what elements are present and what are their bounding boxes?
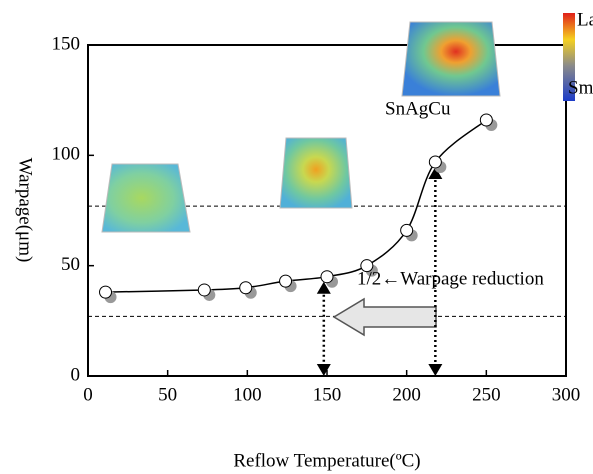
colorbar-low-label: Small (568, 77, 593, 98)
marker (321, 271, 333, 283)
x-tick-label: 100 (233, 384, 262, 405)
chart: 050100150200250300050100150 Large Small … (0, 0, 593, 474)
x-axis-label: Reflow Temperature(ºC) (233, 450, 420, 471)
heatmap-image (102, 164, 190, 232)
colorbar-high-label: Large (577, 9, 593, 30)
legend-label: SnAgCu (385, 98, 451, 119)
x-tick-label: 200 (392, 384, 421, 405)
heatmap-image (280, 138, 352, 208)
arrow-head (428, 364, 442, 376)
y-tick-label: 50 (61, 254, 80, 275)
x-tick-label: 50 (158, 384, 177, 405)
marker (401, 224, 413, 236)
arrow-head (317, 364, 331, 376)
marker (240, 282, 252, 294)
x-tick-label: 150 (313, 384, 342, 405)
marker (198, 284, 210, 296)
marker (429, 156, 441, 168)
y-tick-label: 100 (52, 144, 81, 165)
marker (480, 114, 492, 126)
reduction-arrow (334, 299, 436, 335)
marker (100, 286, 112, 298)
annotation: 1/2←Warpage reduction (357, 268, 544, 289)
y-axis-label: Warpage(μm) (15, 158, 36, 263)
x-tick-label: 300 (552, 384, 581, 405)
x-tick-label: 250 (472, 384, 501, 405)
x-tick-label: 0 (83, 384, 93, 405)
marker (280, 275, 292, 287)
y-tick-label: 150 (52, 33, 81, 54)
heatmap-image (402, 22, 500, 96)
y-tick-label: 0 (71, 364, 81, 385)
